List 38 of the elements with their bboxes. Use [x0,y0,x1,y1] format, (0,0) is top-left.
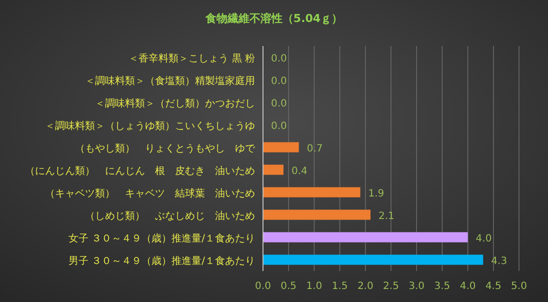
data-label: 0.7 [306,143,323,154]
x-tick-label: 1.5 [332,281,348,292]
y-tick-label: ＜香辛料類＞こしょう 黒 粉 [128,52,255,64]
x-tick-label: 0.5 [280,281,297,292]
bar [263,210,371,220]
bar [263,142,299,152]
y-tick-label: ＜調味料類＞（だし類）かつおだし [95,97,255,110]
bar [263,164,284,175]
y-tick-label: 女子 ３０～４９（歳）推進量/１食あたり [68,232,255,244]
x-tick-label: 1.0 [306,281,322,292]
data-label: 4.3 [491,256,508,267]
x-tick-label: 3.0 [408,281,425,292]
x-tick-label: 2.0 [357,281,374,292]
x-tick-label: 5.0 [511,281,527,292]
data-label: 1.9 [368,188,384,200]
data-label: 0.0 [271,53,287,64]
x-tick-label: 3.5 [434,281,450,292]
data-label: 0.0 [271,76,287,87]
y-tick-label: （しめじ類） ぶなしめじ 油いため [85,210,255,222]
y-tick-label: ＜調味料類＞（食塩類）精製塩家庭用 [85,74,255,87]
x-tick-label: 4.0 [460,281,476,292]
y-tick-label: ＜調味料類＞（しょうゆ類）こいくちしょうゆ [45,120,255,132]
data-label: 2.1 [378,210,394,222]
bar [263,187,360,198]
bar [263,232,468,242]
chart-title: 食物繊維不溶性（5.04ｇ） [204,12,343,25]
data-label: 0.4 [291,166,308,177]
bar [263,254,484,265]
y-tick-label: （にんじん類） にんじん 根 皮むき 油いため [25,164,255,177]
x-tick-label: 0.0 [255,281,271,292]
x-tick-label: 2.5 [383,281,399,292]
data-label: 4.0 [476,233,492,244]
data-label: 0.0 [271,120,287,132]
y-tick-label: （もやし類） りょくとうもやし ゆで [75,142,256,154]
data-label: 0.0 [271,98,287,110]
y-tick-label: （キャベツ類） キャベツ 結球葉 油いため [45,187,255,200]
x-tick-label: 4.5 [485,281,502,292]
y-tick-label: 男子 ３０～４９（歳）推進量/１食あたり [68,254,255,267]
